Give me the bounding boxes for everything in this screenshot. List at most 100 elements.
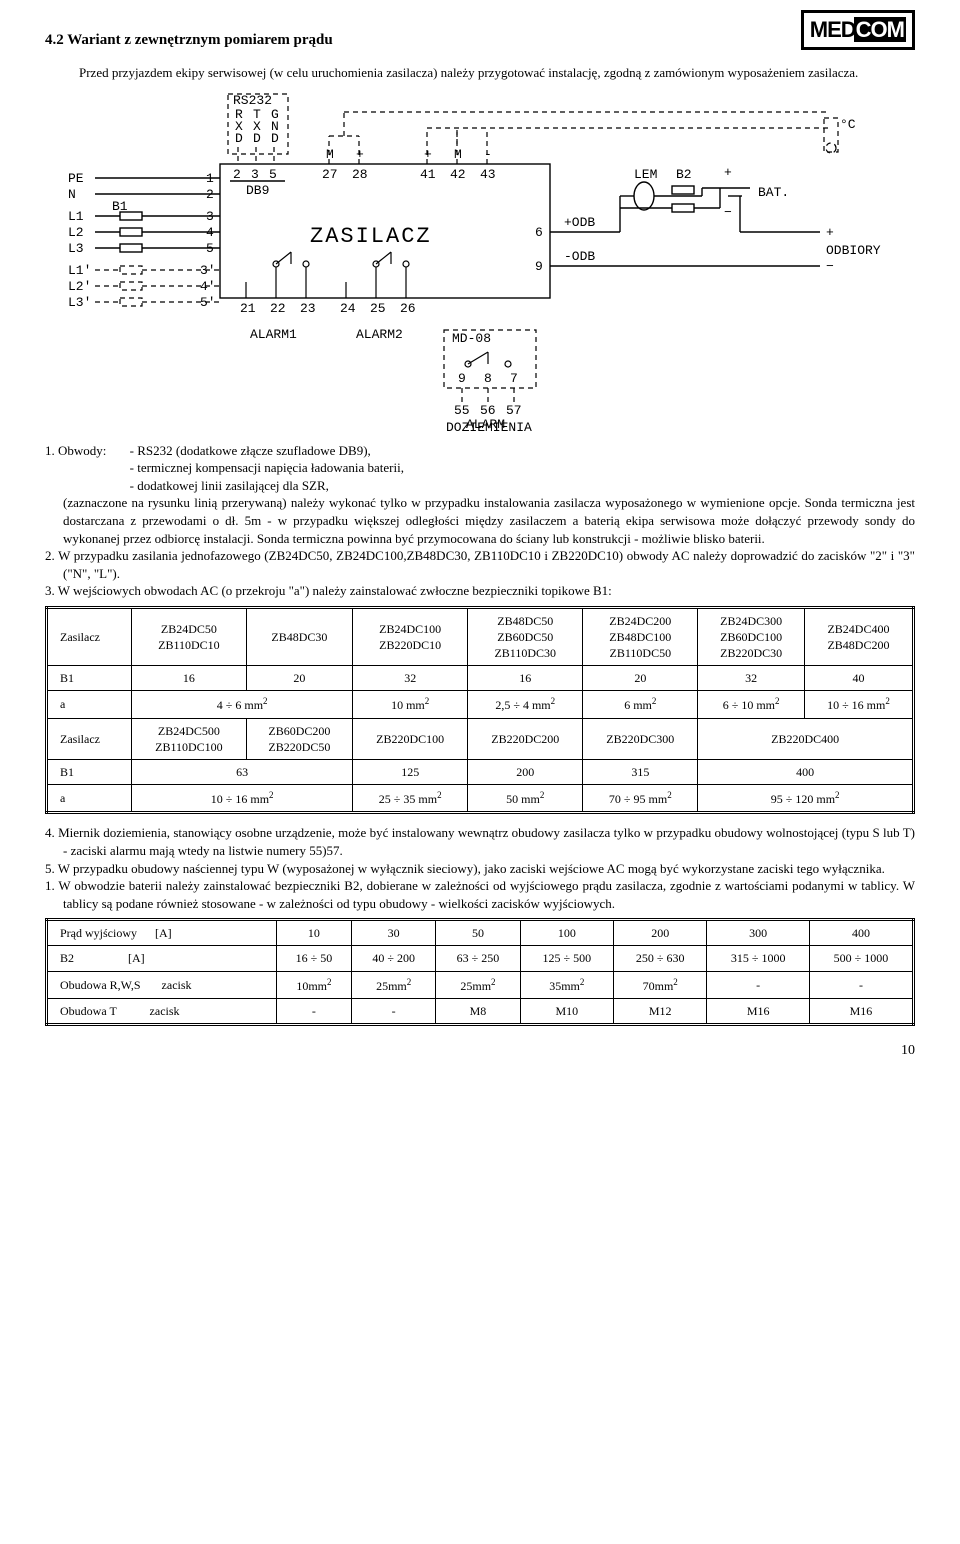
table-cell: 20 [246, 666, 353, 691]
zasilacz-label: ZASILACZ [310, 224, 432, 249]
svg-text:55: 55 [454, 403, 470, 418]
svg-text:L3: L3 [68, 241, 84, 256]
table-cell: 40 [804, 666, 913, 691]
page-number: 10 [45, 1042, 915, 1061]
svg-text:3: 3 [251, 167, 259, 182]
table-cell: Prąd wyjściowy [A] [47, 920, 277, 946]
svg-text:43: 43 [480, 167, 496, 182]
table-cell: - [707, 971, 810, 998]
svg-text:+: + [356, 147, 364, 162]
table-cell: Obudowa R,W,S zacisk [47, 971, 277, 998]
svg-text:26: 26 [400, 301, 416, 316]
table-cell: 16 ÷ 50 [276, 946, 351, 971]
table-cell: Zasilacz [47, 607, 132, 666]
table-cell: ZB48DC30 [246, 607, 353, 666]
table-cell: ZB60DC200ZB220DC50 [246, 718, 353, 759]
svg-text:PE: PE [68, 171, 84, 186]
table-cell: ZB220DC300 [583, 718, 698, 759]
table-cell: 10 [276, 920, 351, 946]
table-cell: a [47, 785, 132, 813]
svg-text:MD-08: MD-08 [452, 331, 491, 346]
svg-text:L1': L1' [68, 263, 91, 278]
svg-text:M: M [454, 147, 462, 162]
svg-text:56: 56 [480, 403, 496, 418]
svg-text:BAT.: BAT. [758, 185, 789, 200]
table-cell: 4 ÷ 6 mm2 [132, 691, 353, 718]
svg-text:-: - [484, 147, 492, 162]
table-cell: ZB24DC200ZB48DC100ZB110DC50 [583, 607, 698, 666]
table-cell: ZB48DC50ZB60DC50ZB110DC30 [468, 607, 583, 666]
table-cell: 16 [468, 666, 583, 691]
table-cell: 300 [707, 920, 810, 946]
table-cell: Zasilacz [47, 718, 132, 759]
table-cell: 30 [352, 920, 436, 946]
svg-text:5: 5 [206, 241, 214, 256]
table-cell: M10 [520, 998, 613, 1024]
table-cell: ZB24DC500ZB110DC100 [132, 718, 246, 759]
svg-text:L1: L1 [68, 209, 84, 224]
table-cell: M16 [707, 998, 810, 1024]
table-cell: 400 [698, 760, 914, 785]
table-cell: 10 ÷ 16 mm2 [132, 785, 353, 813]
table-cell: 40 ÷ 200 [352, 946, 436, 971]
svg-text:DB9: DB9 [246, 183, 269, 198]
table-cell: M12 [614, 998, 707, 1024]
table-cell: 125 [353, 760, 468, 785]
svg-text:DOZIEMIENIA: DOZIEMIENIA [446, 420, 532, 432]
table-cell: ZB220DC200 [468, 718, 583, 759]
rs232-label: RS232 [233, 93, 272, 108]
table-cell: 500 ÷ 1000 [809, 946, 913, 971]
svg-text:9: 9 [535, 259, 543, 274]
svg-text:LEM: LEM [634, 167, 657, 182]
table-cell: - [276, 998, 351, 1024]
table-cell: 63 [132, 760, 353, 785]
svg-text:°C: °C [840, 117, 856, 132]
logo-com: COM [854, 17, 906, 42]
svg-text:B2: B2 [676, 167, 692, 182]
svg-text:D: D [271, 131, 279, 146]
svg-text:−: − [826, 259, 834, 274]
table-cell: 32 [353, 666, 468, 691]
table-cell: B1 [47, 760, 132, 785]
fuse-table-b2: Prąd wyjściowy [A]103050100200300400B2 [… [45, 918, 915, 1026]
svg-text:42: 42 [450, 167, 466, 182]
svg-text:ALARM1: ALARM1 [250, 327, 297, 342]
section-heading: 4.2 Wariant z zewnętrznym pomiarem prądu [45, 30, 915, 50]
svg-text:8: 8 [484, 371, 492, 386]
table-cell: 10 mm2 [353, 691, 468, 718]
table-cell: 25 ÷ 35 mm2 [353, 785, 468, 813]
svg-text:2: 2 [206, 187, 214, 202]
svg-text:-ODB: -ODB [564, 249, 595, 264]
svg-text:L2: L2 [68, 225, 84, 240]
table-cell: ZB24DC300ZB60DC100ZB220DC30 [698, 607, 805, 666]
svg-text:27: 27 [322, 167, 338, 182]
svg-text:D: D [253, 131, 261, 146]
table-cell: 70 ÷ 95 mm2 [583, 785, 698, 813]
table-cell: 10 ÷ 16 mm2 [804, 691, 913, 718]
table-cell: ZB24DC400ZB48DC200 [804, 607, 913, 666]
table-cell: ZB24DC50ZB110DC10 [132, 607, 246, 666]
logo: MEDCOM [801, 10, 915, 50]
table-cell: M8 [436, 998, 520, 1024]
table-cell: 6 ÷ 10 mm2 [698, 691, 805, 718]
intro-paragraph: Przed przyjazdem ekipy serwisowej (w cel… [45, 64, 915, 82]
table-cell: ZB220DC100 [353, 718, 468, 759]
table-cell: 100 [520, 920, 613, 946]
table-cell: 250 ÷ 630 [614, 946, 707, 971]
table-cell: 200 [614, 920, 707, 946]
note1-item: - dodatkowej linii zasilającej dla SZR, [130, 477, 404, 495]
note4: 4. Miernik doziemienia, stanowiący osobn… [45, 824, 915, 859]
svg-text:1: 1 [206, 171, 214, 186]
svg-text:4': 4' [200, 279, 216, 294]
note3: 3. W wejściowych obwodach AC (o przekroj… [45, 582, 915, 600]
schematic-diagram: .s { stroke:#000; stroke-width:1.4; fill… [60, 92, 900, 432]
note1-item: - RS232 (dodatkowe złącze szufladowe DB9… [130, 442, 404, 460]
svg-text:L3': L3' [68, 295, 91, 310]
svg-text:3': 3' [200, 263, 216, 278]
table-cell: - [352, 998, 436, 1024]
svg-text:ALARM2: ALARM2 [356, 327, 403, 342]
table-cell: B1 [47, 666, 132, 691]
fuse-table-b1: ZasilaczZB24DC50ZB110DC10ZB48DC30ZB24DC1… [45, 606, 915, 815]
table-cell: a [47, 691, 132, 718]
table-cell: 200 [468, 760, 583, 785]
